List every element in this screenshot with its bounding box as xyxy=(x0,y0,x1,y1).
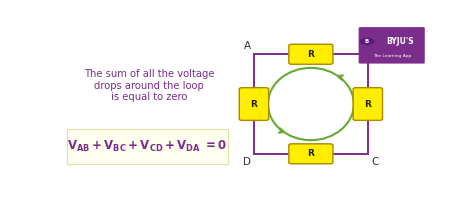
Text: $\mathbf{V_{AB} + V_{BC} + V_{CD} + V_{DA}\ = 0}$: $\mathbf{V_{AB} + V_{BC} + V_{CD} + V_{D… xyxy=(67,139,228,154)
Text: BYJU'S: BYJU'S xyxy=(386,36,414,46)
Circle shape xyxy=(360,39,374,44)
Text: D: D xyxy=(243,157,251,167)
FancyBboxPatch shape xyxy=(289,44,333,64)
Text: C: C xyxy=(371,157,379,167)
FancyBboxPatch shape xyxy=(66,129,228,164)
Text: R: R xyxy=(308,149,314,158)
Text: R: R xyxy=(365,99,371,109)
FancyBboxPatch shape xyxy=(359,27,425,64)
Text: R: R xyxy=(308,50,314,59)
Text: B: B xyxy=(371,41,378,51)
Text: The sum of all the voltage
drops around the loop
is equal to zero: The sum of all the voltage drops around … xyxy=(84,69,215,102)
FancyBboxPatch shape xyxy=(239,88,269,120)
Text: R: R xyxy=(250,99,257,109)
Text: B: B xyxy=(365,39,369,44)
Text: A: A xyxy=(244,41,251,51)
FancyBboxPatch shape xyxy=(289,144,333,164)
Text: The Learning App: The Learning App xyxy=(373,54,411,59)
FancyBboxPatch shape xyxy=(353,88,383,120)
